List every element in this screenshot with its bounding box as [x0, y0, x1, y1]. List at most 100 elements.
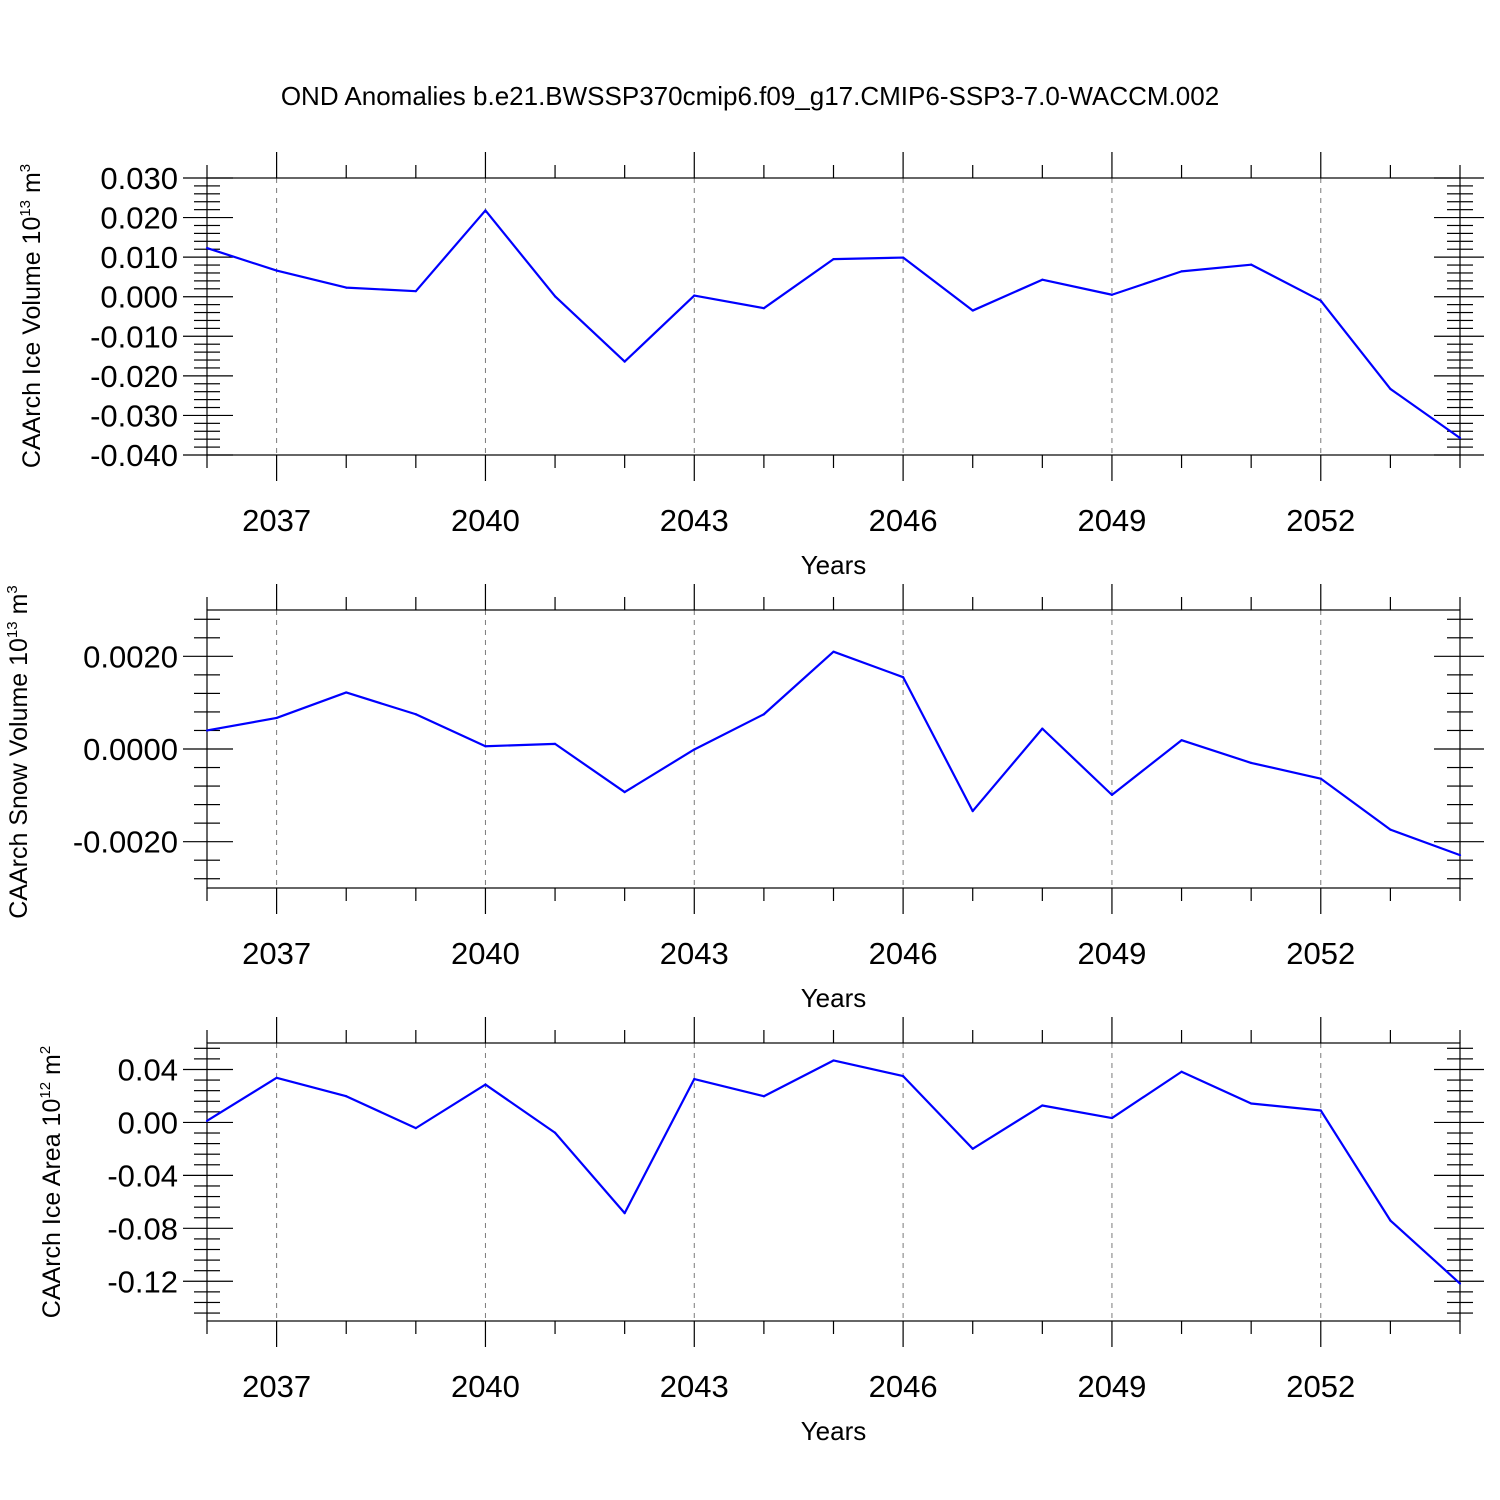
data-point — [902, 1074, 905, 1078]
y-axis-label-superscript: 2 — [37, 1046, 54, 1054]
x-tick-label: 2040 — [451, 936, 520, 971]
series-line — [206, 1059, 1461, 1285]
data-point — [1110, 293, 1114, 296]
data-point — [553, 742, 557, 746]
data-point — [693, 748, 696, 751]
series-line — [206, 209, 1461, 439]
y-axis-label-text: CAArch Ice Area 10 — [38, 1099, 66, 1319]
data-point — [484, 745, 487, 748]
data-point — [1110, 793, 1114, 796]
y-tick-label: 0.030 — [100, 161, 178, 196]
data-point — [553, 295, 557, 298]
x-tick-label: 2049 — [1077, 503, 1146, 538]
y-axis-label: CAArch Ice Volume 1013 m3 — [17, 164, 46, 468]
chart-panel-1: 2037 2040 2043 2046 2049 2052 0.030 0.020 0.010 0… — [17, 152, 1484, 580]
y-tick-label: -0.0020 — [73, 825, 178, 860]
data-point — [345, 691, 348, 694]
data-point — [1319, 1109, 1322, 1112]
series-line — [206, 650, 1461, 857]
y-axis-label: CAArch Snow Volume 1013 m3 — [4, 585, 33, 919]
x-tick-label: 2046 — [869, 936, 938, 971]
data-point — [762, 713, 765, 716]
y-tick-label: 0.000 — [100, 280, 178, 315]
data-point — [275, 716, 278, 720]
y-axis-label-text: m — [38, 1054, 66, 1082]
y-axis-label-superscript: 13 — [4, 621, 21, 638]
data-point — [971, 1147, 974, 1150]
data-point — [623, 790, 626, 794]
plot-frame — [206, 177, 1461, 456]
data-point — [1110, 1116, 1114, 1120]
data-point — [1250, 1102, 1253, 1105]
data-point — [1250, 263, 1253, 266]
data-point — [553, 1131, 557, 1134]
data-point — [1041, 278, 1044, 281]
x-tick-label: 2052 — [1286, 936, 1355, 971]
data-point — [971, 309, 974, 312]
data-point — [1319, 777, 1322, 780]
y-tick-label: 0.0020 — [83, 639, 178, 674]
data-point — [345, 286, 348, 289]
y-axis-label-superscript: 13 — [17, 200, 34, 217]
data-point — [414, 290, 417, 293]
x-tick-label: 2043 — [660, 1369, 729, 1404]
x-tick-label: 2040 — [451, 503, 520, 538]
data-point — [484, 1083, 487, 1086]
data-point — [205, 246, 209, 250]
x-tick-label: 2043 — [660, 503, 729, 538]
y-axis-label-superscript: 3 — [17, 164, 34, 172]
data-point — [1458, 854, 1462, 857]
data-point — [623, 1212, 626, 1215]
data-point — [1458, 436, 1462, 440]
data-point — [1180, 1070, 1183, 1073]
data-point — [1250, 761, 1253, 765]
y-tick-label: -0.010 — [90, 319, 178, 354]
x-tick-label: 2037 — [242, 1369, 311, 1404]
data-point — [205, 1119, 209, 1122]
x-tick-label: 2052 — [1286, 1369, 1355, 1404]
x-tick-label: 2046 — [869, 503, 938, 538]
data-point — [414, 1127, 417, 1130]
chart-title: OND Anomalies b.e21.BWSSP370cmip6.f09_g1… — [281, 81, 1219, 111]
x-tick-label: 2046 — [869, 1369, 938, 1404]
data-point — [1389, 1219, 1392, 1222]
y-tick-label: -0.12 — [107, 1264, 178, 1299]
x-tick-label: 2037 — [242, 936, 311, 971]
data-point — [762, 1095, 765, 1098]
data-point — [1389, 387, 1392, 391]
x-tick-label: 2043 — [660, 936, 729, 971]
y-tick-label: 0.010 — [100, 240, 178, 275]
data-point — [205, 729, 209, 732]
y-tick-label: -0.040 — [90, 438, 178, 473]
data-point — [1180, 270, 1183, 273]
data-point — [1389, 828, 1392, 831]
data-point — [832, 650, 835, 653]
x-tick-label: 2037 — [242, 503, 311, 538]
data-point — [484, 209, 487, 212]
data-point — [345, 1095, 348, 1098]
y-axis-label-text: CAArch Ice Volume 10 — [18, 217, 46, 469]
y-tick-label: 0.04 — [118, 1052, 178, 1087]
data-point — [1319, 299, 1322, 302]
y-axis-label-text: CAArch Snow Volume 10 — [5, 638, 33, 919]
plot-frame — [206, 1042, 1461, 1322]
y-axis-label-text: m — [18, 172, 46, 200]
y-axis-label-text: m — [5, 594, 33, 622]
data-point — [1041, 1104, 1044, 1107]
data-point — [971, 809, 974, 813]
y-tick-label: 0.0000 — [83, 732, 178, 767]
y-tick-label: 0.00 — [118, 1105, 178, 1140]
data-point — [275, 1076, 278, 1079]
data-point — [832, 258, 835, 261]
data-point — [1458, 1282, 1462, 1285]
data-point — [1041, 727, 1044, 730]
y-tick-label: -0.030 — [90, 398, 178, 433]
x-tick-label: 2049 — [1077, 936, 1146, 971]
y-tick-label: 0.020 — [100, 201, 178, 236]
data-point — [623, 360, 626, 363]
data-point — [693, 294, 696, 297]
data-point — [832, 1059, 835, 1062]
y-axis-label: CAArch Ice Area 1012 m2 — [37, 1046, 66, 1318]
y-tick-label: -0.020 — [90, 359, 178, 394]
